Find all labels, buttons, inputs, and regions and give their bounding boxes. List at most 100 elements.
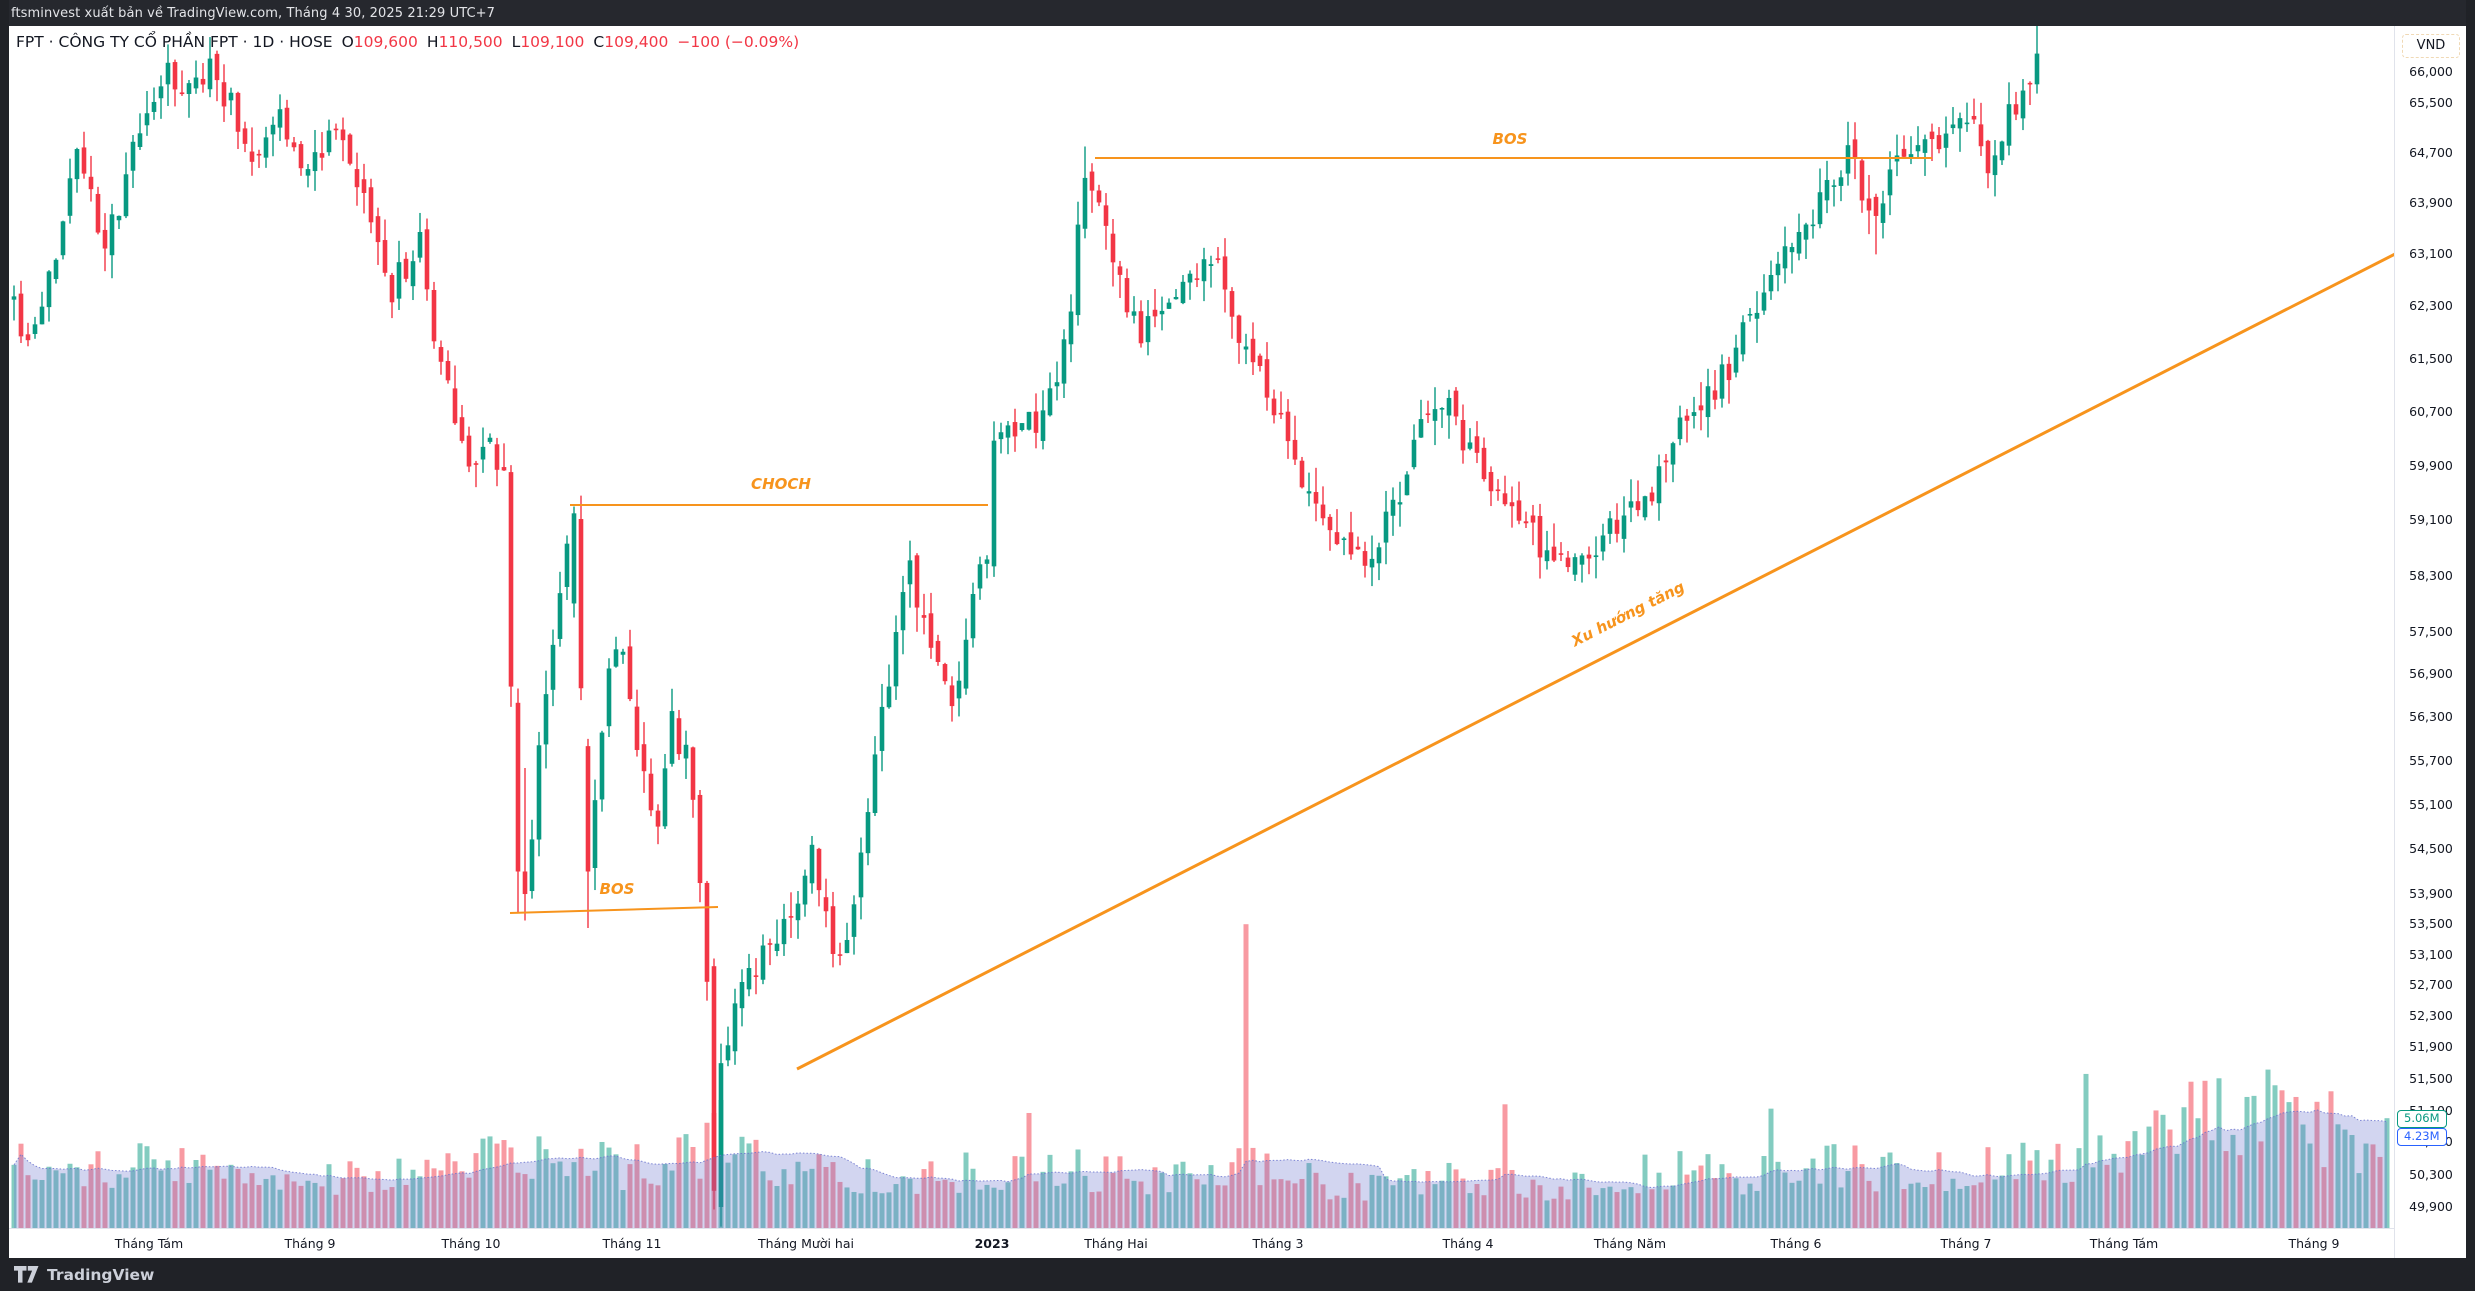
candle-body [1131,311,1137,316]
candle-body [1677,417,1683,440]
candle-body [508,472,514,687]
candle-body [921,615,927,618]
volume-bar [473,1153,479,1228]
volume-bar [739,1136,745,1228]
volume-bar [2209,1140,2215,1228]
tradingview-logo-icon[interactable] [14,1266,39,1283]
candle-body [977,564,983,589]
candle-body [2013,104,2019,115]
price-tick-label: 64,700 [2409,144,2453,160]
candle-body [571,513,577,604]
volume-bar [1474,1184,1480,1228]
volume-bar [1292,1183,1298,1228]
price-tick-label: 57,500 [2409,623,2453,639]
candle-body [1572,557,1578,575]
candle-body [1124,278,1130,313]
candle-body [1761,292,1767,311]
volume-bar [1761,1156,1767,1228]
time-tick-label: Tháng 11 [602,1236,662,1251]
candlestick-series [11,0,2040,1227]
candle-body [1257,355,1263,367]
volume-bar [165,1160,171,1228]
candle-body [781,918,787,945]
candle-body [578,519,584,689]
volume-bar [354,1167,360,1228]
candle-body [67,178,73,216]
time-tick-label: Tháng Mười hai [758,1236,854,1251]
volume-bar [1180,1161,1186,1228]
candle-body [1117,266,1123,275]
candle-body [1348,532,1354,555]
volume-bar [1985,1147,1991,1228]
candle-body [1838,177,1844,186]
candle-body [200,78,206,85]
volume-bar [1866,1180,1872,1228]
volume-bar [865,1159,871,1228]
candle-body [795,903,801,921]
volume-bar [1537,1185,1543,1228]
volume-bar [368,1191,374,1228]
price-tick-label: 51,500 [2409,1070,2453,1086]
candle-body [1222,256,1228,290]
volume-bar [312,1182,318,1228]
volume-bar [1614,1192,1620,1228]
candle-body [1362,551,1368,566]
candle-body [1768,274,1774,292]
volume-bar [529,1178,535,1228]
volume-bar [1453,1169,1459,1228]
volume-bar [1047,1154,1053,1228]
volume-bar [417,1176,423,1228]
volume-bar [774,1186,780,1228]
candle-body [1229,291,1235,317]
candle-body [1383,511,1389,543]
price-tick-label: 59,100 [2409,512,2453,528]
volume-bar [95,1151,101,1228]
candle-body [1740,322,1746,355]
symbol-legend[interactable]: FPT · CÔNG TY CỔ PHẦN FPT · 1D · HOSE O1… [16,33,799,51]
candle-body [326,130,332,153]
volume-bar [2041,1180,2047,1228]
volume-bar [1117,1156,1123,1228]
volume-bar [1390,1185,1396,1228]
candle-body [1866,198,1872,211]
currency-toggle-button[interactable]: VND [2402,34,2460,58]
candle-body [11,296,17,300]
candle-body [305,169,311,176]
candle-body [319,153,325,158]
volume-bar [844,1187,850,1228]
candle-body [641,744,647,772]
candle-body [1579,555,1585,565]
candle-body [1859,160,1865,201]
volume-bar [1068,1171,1074,1228]
candle-body [991,440,997,567]
price-tick-label: 55,700 [2409,752,2453,768]
volume-bar [1509,1169,1515,1228]
price-axis[interactable]: VND 66,000 65,500 64,700 63,900 63,100 62,300… [2394,26,2467,1258]
volume-bar [1677,1151,1683,1228]
candle-body [956,680,962,699]
volume-bar [683,1134,689,1228]
candle-body [1999,141,2005,161]
candle-body [18,293,24,337]
candle-body [1978,124,1984,147]
candle-body [1411,439,1417,468]
volume-bar [2139,1154,2145,1228]
symbol-title[interactable]: FPT · CÔNG TY CỔ PHẦN FPT · 1D · HOSE [16,33,333,51]
time-tick-label: Tháng 7 [1940,1236,1992,1251]
volume-bar [2335,1124,2341,1228]
volume-bar [1481,1195,1487,1228]
candle-body [487,437,493,442]
tradingview-logo-text[interactable]: TradingView [47,1265,155,1284]
time-tick-label: Tháng Hai [1084,1236,1148,1251]
candle-body [1061,339,1067,384]
candle-body [1068,311,1074,345]
volume-bar [2027,1160,2033,1228]
candle-body [473,463,479,465]
volume-bar [2321,1167,2327,1228]
time-axis[interactable]: Tháng Tám Tháng 9 Tháng 10 Tháng 11 Tháng Mư… [9,1228,2394,1259]
volume-bar [1019,1156,1025,1228]
volume-bar [1082,1175,1088,1228]
candle-body [1005,425,1011,438]
volume-bar [501,1140,507,1228]
